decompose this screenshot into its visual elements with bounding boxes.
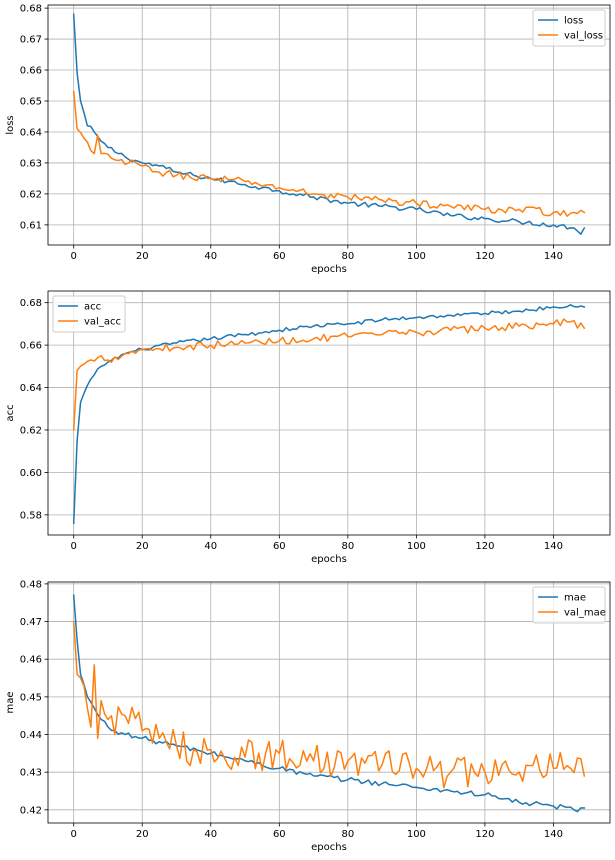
x-axis-label: epochs <box>311 554 347 565</box>
legend-label-loss: loss <box>564 16 583 27</box>
y-tick-label: 0.46 <box>20 655 42 666</box>
y-tick-label: 0.67 <box>20 35 42 46</box>
plot-frame <box>47 4 611 246</box>
y-tick-label: 0.63 <box>20 158 42 169</box>
x-tick-label: 80 <box>341 541 354 552</box>
x-tick-label: 140 <box>544 829 563 840</box>
y-tick-label: 0.58 <box>20 510 42 521</box>
legend-label-mae: mae <box>564 593 586 604</box>
chart-loss: 0 20 40 60 80 100 120 140 0.61 0.62 0.63 0.64 0.65 0.… <box>5 4 611 275</box>
y-tick-label: 0.60 <box>20 468 42 479</box>
y-tick-label: 0.68 <box>20 298 42 309</box>
y-tick-label: 0.68 <box>20 4 42 15</box>
y-tick-label: 0.62 <box>20 425 42 436</box>
legend-label-val_mae: val_mae <box>564 608 606 619</box>
x-tick-label: 20 <box>136 251 149 262</box>
legend: acc val_acc <box>52 295 126 333</box>
y-tick-label: 0.44 <box>20 730 42 741</box>
x-tick-label: 0 <box>71 541 77 552</box>
x-tick-label: 120 <box>475 251 494 262</box>
x-tick-label: 20 <box>136 541 149 552</box>
x-tick-label: 80 <box>341 829 354 840</box>
plot-frame <box>47 290 611 536</box>
y-tick-label: 0.66 <box>20 66 42 77</box>
legend-label-acc: acc <box>84 302 101 313</box>
y-tick-label: 0.47 <box>20 617 42 628</box>
y-tick-label: 0.65 <box>20 97 42 108</box>
x-axis-label: epochs <box>311 842 347 853</box>
legend: loss val_loss <box>532 9 606 47</box>
x-tick-label: 140 <box>544 251 563 262</box>
y-tick-label: 0.45 <box>20 692 42 703</box>
x-tick-label: 120 <box>475 829 494 840</box>
y-tick-label: 0.61 <box>20 220 42 231</box>
x-tick-label: 100 <box>407 829 426 840</box>
x-axis-label: epochs <box>311 264 347 275</box>
legend-label-val_loss: val_loss <box>564 31 603 42</box>
legend-box <box>52 295 126 333</box>
series-line-acc <box>72 304 586 525</box>
legend-box <box>532 9 606 47</box>
y-tick-label: 0.62 <box>20 189 42 200</box>
y-axis-label: mae <box>5 691 16 713</box>
x-tick-label: 0 <box>71 829 77 840</box>
x-tick-label: 60 <box>273 541 286 552</box>
legend-label-val_acc: val_acc <box>84 317 121 328</box>
series-line-mae <box>72 594 586 813</box>
x-tick-label: 40 <box>204 829 217 840</box>
legend-box <box>532 586 606 624</box>
y-tick-label: 0.48 <box>20 579 42 590</box>
series-line-loss <box>72 13 586 235</box>
plot-frame <box>47 581 611 824</box>
x-tick-label: 120 <box>475 541 494 552</box>
y-tick-label: 0.43 <box>20 768 42 779</box>
series-line-val_acc <box>72 318 586 431</box>
chart-mae: 0 20 40 60 80 100 120 140 0.42 0.43 0.44 0.45 0.46 0.… <box>5 579 611 853</box>
x-tick-label: 140 <box>544 541 563 552</box>
y-axis-label: loss <box>5 115 16 134</box>
x-tick-label: 20 <box>136 829 149 840</box>
y-tick-label: 0.64 <box>20 383 42 394</box>
series-line-val_loss <box>72 90 586 217</box>
y-tick-label: 0.66 <box>20 341 42 352</box>
y-axis-label: acc <box>5 404 16 421</box>
series-line-val_mae <box>72 620 586 789</box>
y-tick-label: 0.64 <box>20 127 42 138</box>
x-tick-label: 60 <box>273 251 286 262</box>
x-tick-label: 80 <box>341 251 354 262</box>
x-tick-label: 100 <box>407 541 426 552</box>
chart-acc: 0 20 40 60 80 100 120 140 0.58 0.60 0.62 0.64 0.66 0.… <box>5 290 611 565</box>
x-tick-label: 40 <box>204 541 217 552</box>
legend: mae val_mae <box>532 586 606 624</box>
x-tick-label: 100 <box>407 251 426 262</box>
x-tick-label: 60 <box>273 829 286 840</box>
x-tick-label: 40 <box>204 251 217 262</box>
x-tick-label: 0 <box>71 251 77 262</box>
y-tick-label: 0.42 <box>20 805 42 816</box>
